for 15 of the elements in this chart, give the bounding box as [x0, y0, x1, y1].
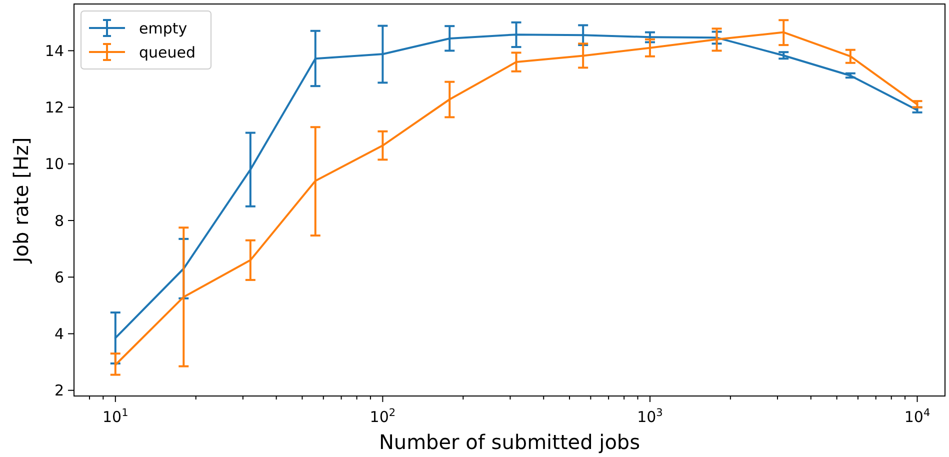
y-tick-label: 4 — [54, 324, 64, 343]
x-tick-label: 10$^{2}$ — [370, 407, 396, 426]
x-tick-label: 10$^{1}$ — [102, 407, 128, 426]
y-tick-label: 10 — [44, 155, 64, 174]
y-tick-label: 8 — [54, 212, 64, 230]
y-tick-label: 14 — [44, 42, 64, 60]
y-tick-label: 6 — [54, 268, 64, 286]
x-axis-title: Number of submitted jobs — [378, 430, 640, 454]
y-axis-title: Job rate [Hz] — [9, 137, 33, 265]
x-tick-label: 10$^{4}$ — [904, 407, 930, 426]
legend-label: empty — [139, 19, 188, 38]
y-tick-label: 12 — [44, 98, 64, 117]
x-tick-label: 10$^{3}$ — [637, 407, 663, 426]
y-tick-label: 2 — [54, 382, 64, 400]
legend-label: queued — [139, 43, 196, 62]
